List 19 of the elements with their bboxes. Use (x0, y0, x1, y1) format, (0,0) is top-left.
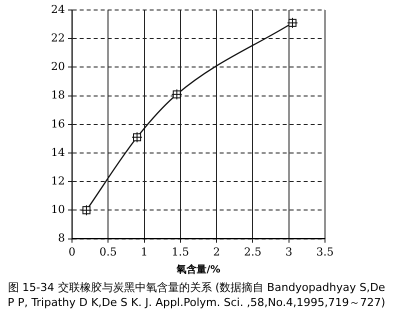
y-tick-label: 8 (58, 232, 65, 245)
x-tick-label: 3.5 (316, 245, 334, 258)
x-tick-label: 1.5 (172, 245, 190, 258)
x-tick-label: 0.5 (99, 245, 117, 258)
text: 图 15-34 交联橡胶与炭黑中氧含量的关系 (数据摘自 Bandyopadhyay S,De P P, Tripathy D K,De S K. J. Appl.Polym. Sci. ,58,No.4,1995,719～727) (6, 280, 386, 310)
y-tick-label: 12 (50, 174, 65, 188)
x-tick-label: 2.5 (244, 245, 262, 258)
x-tick-label: 0 (68, 245, 76, 258)
x-tick-label: 1 (140, 245, 148, 258)
y-tick-label: 18 (50, 88, 65, 102)
y-tick-label: 16 (50, 117, 65, 130)
x-tick-label: 2 (213, 245, 220, 258)
y-tick-label: 10 (50, 203, 65, 216)
y-tick-label: 20 (50, 60, 65, 74)
x-axis-title: 氧含量/% (176, 264, 220, 276)
y-tick-label: 22 (50, 31, 65, 44)
y-tick-label: 24 (50, 2, 65, 16)
x-tick-label: 3 (285, 245, 292, 258)
y-tick-label: 14 (50, 146, 65, 159)
